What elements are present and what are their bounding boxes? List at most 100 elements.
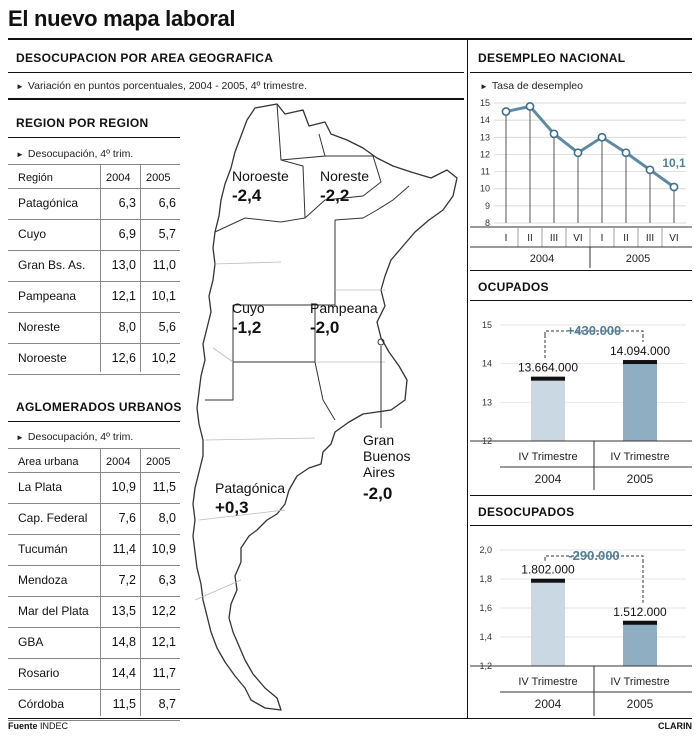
row-value-2005: 10,2 [151,351,176,365]
row-value-2004: 12,1 [111,289,136,303]
row-value-2005: 11,7 [152,666,176,680]
urban-note-text: Desocupación, 4º trim. [27,431,134,443]
series-line [505,104,675,189]
urban-col-label: Area urbana [18,456,79,468]
bar [623,360,657,441]
table-row: Cap. Federal 7,6 8,0 [8,503,180,534]
y-tick-label: 10 [480,184,490,194]
map-label-patagonica: Patagónica [215,480,286,496]
desocupados-top-rule [470,495,692,496]
data-point [645,165,655,175]
footer-source: Fuente INDEC [8,721,68,731]
row-line [8,658,180,659]
source-text: INDEC [40,721,69,731]
table-row: GBA 14,8 12,1 [8,627,180,658]
gba-marker [377,338,385,346]
region-rule [8,137,180,138]
row-name: Cap. Federal [18,511,88,525]
y-tick-label: 12 [480,149,490,159]
row-value-2004: 10,9 [111,480,136,494]
row-value-2004: 11,4 [112,542,136,556]
row-value-2005: 8,7 [158,697,176,711]
source-label: Fuente [8,721,38,731]
desocupados-heading: DESOCUPADOS [478,505,575,519]
map-label-noroeste: Noroeste [232,168,289,184]
y-tick-label: 1,8 [479,574,492,584]
x-tick-label: IV Trimestre [518,451,577,463]
year-label: 2004 [530,253,554,265]
row-name: La Plata [18,480,63,494]
row-line [8,219,180,220]
row-line [8,472,180,473]
row-name: GBA [18,635,44,649]
bar-cap [623,360,657,365]
x-tick-label: I [505,233,508,244]
region-heading: REGION POR REGION [16,116,149,130]
row-line [8,343,180,344]
argentina-map [192,103,458,711]
region-table: Región 2004 2005 Patagónica 6,3 6,6 Cuyo 6,9… [8,164,180,375]
triangle-icon: ► [16,150,24,159]
year-label: 2004 [535,472,562,486]
table-row: Tucumán 11,4 10,9 [8,534,180,565]
x-tick-label: I [601,233,604,244]
bar-cap [531,376,565,381]
map-value-cuyo: -1,2 [232,318,262,337]
geo-heading: DESOCUPACION POR AREA GEOGRAFICA [16,51,274,65]
change-bracket [544,330,644,335]
row-name: Noroeste [18,351,67,365]
y-tick-label: 2,0 [479,545,492,555]
bar [531,376,565,441]
gba-line-3: Aires [363,464,395,480]
desocupados-chart: 1,21,41,61,82,01.802.0001.512.000-290.00… [470,545,692,716]
row-line [8,565,180,566]
table-row: Cuyo 6,9 5,7 [8,219,180,250]
row-line [8,627,180,628]
y-tick-label: 14 [480,115,490,125]
y-tick-label: 14 [482,359,492,369]
gba-line-1: Gran [363,432,395,448]
row-line [8,448,180,449]
col-line [100,164,101,372]
y-tick-label: 13 [480,132,490,142]
ocupados-rule [470,300,692,301]
table-row: Mar del Plata 13,5 12,2 [8,596,180,627]
row-name: Rosario [18,666,60,680]
x-tick-label: VI [669,233,678,244]
row-value-2005: 12,2 [151,604,176,618]
change-label: +430.000 [567,323,622,338]
row-value-2005: 5,7 [158,227,176,241]
row-name: Noreste [18,320,61,334]
table-row: Córdoba 11,5 8,7 [8,689,180,720]
row-name: Tucumán [18,542,68,556]
year-label: 2005 [627,697,654,711]
x-tick-label: III [646,233,654,244]
row-name: Mar del Plata [18,604,89,618]
argentina-outline [192,103,458,711]
row-value-2005: 11,0 [152,258,176,272]
x-tick-label: IV Trimestre [610,451,669,463]
table-row: Patagónica 6,3 6,6 [8,188,180,219]
bar-value-label: 1.512.000 [613,605,667,619]
bar-value-label: 14.094.000 [610,344,670,358]
row-value-2004: 13,5 [111,604,136,618]
geo-rule-2 [8,98,464,100]
y-tick-label: 15 [480,98,490,108]
panel-divider [467,38,468,718]
geo-note: ► Variación en puntos porcentuales, 2004 … [16,80,307,92]
urban-note: ► Desocupación, 4º trim. [16,431,133,443]
row-value-2004: 8,0 [118,320,136,334]
triangle-icon: ► [16,82,24,91]
province-borders [194,261,385,601]
table-row: Noreste 8,0 5,6 [8,312,180,343]
table-row: Noroeste 12,6 10,2 [8,343,180,374]
x-tick-label: II [623,233,629,244]
bar [531,578,565,666]
col-line [140,448,141,716]
row-value-2004: 12,6 [111,351,136,365]
table-row: La Plata 10,9 11,5 [8,472,180,503]
row-line [8,374,180,375]
region-note-text: Desocupación, 4º trim. [27,148,134,160]
region-col-2005: 2005 [146,172,171,184]
